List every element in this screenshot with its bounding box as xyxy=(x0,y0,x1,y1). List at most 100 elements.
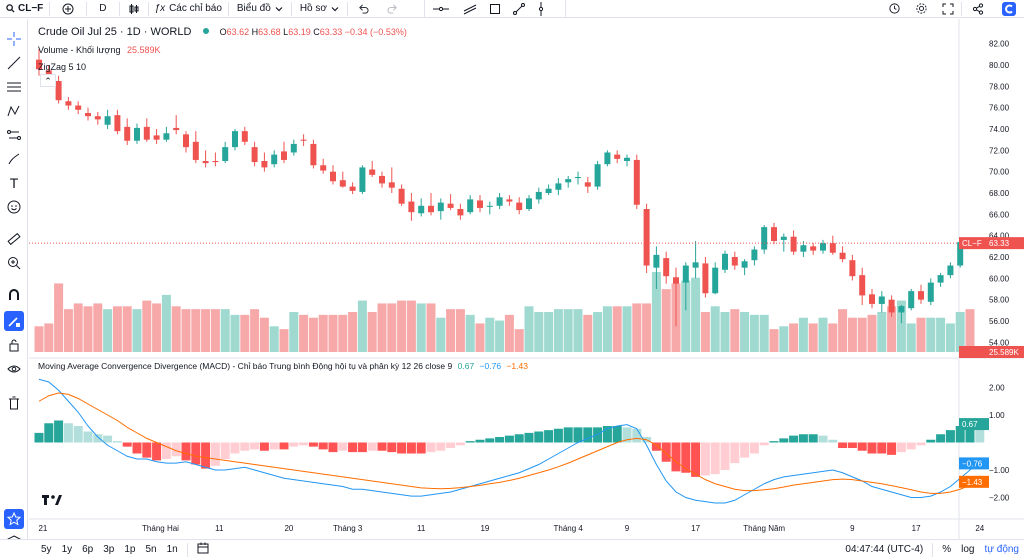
horizontal-line-icon xyxy=(433,6,449,11)
prediction-tool[interactable] xyxy=(4,125,24,145)
macd-histogram-bar xyxy=(318,442,328,450)
text-tool[interactable]: T xyxy=(4,173,24,193)
candle-body xyxy=(624,157,630,161)
symbol-search[interactable]: CL−F xyxy=(0,0,49,18)
macd-histogram-bar xyxy=(671,442,681,472)
zigzag-legend[interactable]: ZigZag 5 10 xyxy=(38,62,86,72)
tradingview-logo[interactable] xyxy=(41,493,63,509)
macd-legend[interactable]: Moving Average Convergence Divergence (M… xyxy=(38,361,528,371)
emoji-tool[interactable] xyxy=(4,197,24,217)
horizontal-line-tool[interactable] xyxy=(425,0,457,18)
fib-tool[interactable] xyxy=(4,77,24,97)
candle-body xyxy=(143,126,150,140)
macd-histogram-bar xyxy=(828,439,838,443)
share-button[interactable] xyxy=(962,0,994,18)
macd-histogram-bar xyxy=(818,435,828,443)
range-1y[interactable]: 1y xyxy=(61,544,73,555)
alert-clock-icon xyxy=(889,3,900,14)
visibility-tool[interactable] xyxy=(4,359,24,379)
candles-type-button[interactable] xyxy=(120,0,148,18)
volume-bar xyxy=(289,312,299,352)
vertical-line-tool[interactable] xyxy=(531,0,551,18)
ruler-tool[interactable] xyxy=(4,229,24,249)
fullscreen-button[interactable] xyxy=(935,0,961,18)
range-5d[interactable]: 5n xyxy=(145,544,157,555)
macd-histogram-bar xyxy=(201,442,211,469)
macd-histogram-bar xyxy=(308,442,318,447)
volume-bar xyxy=(44,323,54,352)
chart-type-menu[interactable]: Biểu đồ xyxy=(229,0,291,18)
candle-body xyxy=(722,253,728,270)
volume-bar xyxy=(269,326,279,352)
volume-bar xyxy=(348,312,358,352)
volume-bar xyxy=(700,312,710,352)
delete-tool[interactable] xyxy=(4,393,24,413)
undo-button[interactable] xyxy=(348,0,379,18)
draw-mode-tool[interactable] xyxy=(4,311,24,331)
volume-legend[interactable]: Volume - Khối lượng 25.589K xyxy=(38,45,161,55)
zoom-tool[interactable] xyxy=(4,253,24,273)
price-axis-label: 78.00 xyxy=(989,82,1010,91)
profile-menu[interactable]: Hồ sơ xyxy=(292,0,347,18)
candle-body xyxy=(339,180,346,187)
collapse-legend-button[interactable]: ⌃ xyxy=(40,74,56,87)
volume-bar xyxy=(887,306,897,352)
app-logo[interactable] xyxy=(994,0,1024,18)
range-1m[interactable]: 1p xyxy=(124,544,136,555)
volume-bar xyxy=(622,306,632,352)
pattern-tool[interactable] xyxy=(4,101,24,121)
candle-body xyxy=(614,154,621,159)
candle-body xyxy=(653,254,660,268)
candle-body xyxy=(281,151,287,160)
ruler-icon xyxy=(7,232,21,246)
volume-bars xyxy=(34,272,975,352)
magnet-tool[interactable] xyxy=(4,285,24,305)
clock-timezone[interactable]: 04:47:44 (UTC-4) xyxy=(845,544,924,555)
drawing-floating-toolbar xyxy=(424,0,566,18)
volume-bar xyxy=(563,309,573,352)
macd-histogram-bar xyxy=(887,442,897,455)
volume-bar xyxy=(279,329,289,352)
goto-date-button[interactable] xyxy=(192,542,214,557)
macd-histogram-bar xyxy=(769,441,779,443)
range-6m[interactable]: 6p xyxy=(82,544,94,555)
interval-button[interactable]: D xyxy=(99,3,107,14)
compare-button[interactable] xyxy=(50,0,86,18)
rectangle-tool[interactable] xyxy=(483,0,507,18)
candle-body xyxy=(584,182,591,187)
chart-canvas[interactable]: 82.00 80.00 78.00 76.00 74.00 72.00 70.00 68.00… xyxy=(29,19,1024,539)
percent-toggle[interactable]: % xyxy=(942,544,952,555)
volume-bar xyxy=(250,309,260,352)
alert-button[interactable] xyxy=(881,0,908,18)
candle-body xyxy=(379,175,385,184)
range-1d[interactable]: 1n xyxy=(166,544,178,555)
candle-body xyxy=(810,246,817,251)
trend-line-tool[interactable] xyxy=(507,0,531,18)
line-tool[interactable] xyxy=(4,53,24,73)
log-toggle[interactable]: log xyxy=(961,544,975,555)
lock-tool[interactable] xyxy=(4,335,24,355)
settings-button[interactable] xyxy=(908,0,935,18)
drawing-tools-sidebar: T xyxy=(0,19,28,546)
macd-histogram-bar xyxy=(406,442,416,454)
macd-histogram-bar xyxy=(338,442,348,451)
volume-bar xyxy=(338,314,348,352)
candle-body xyxy=(535,191,542,200)
range-3m[interactable]: 3p xyxy=(103,544,115,555)
watchlist-star[interactable] xyxy=(4,509,24,529)
brush-tool[interactable] xyxy=(4,149,24,169)
volume-bar xyxy=(769,329,779,352)
indicators-button[interactable]: ƒx Các chỉ báo xyxy=(149,0,228,18)
candle-body xyxy=(957,242,964,266)
volume-bar xyxy=(661,289,671,352)
price-axis-label: 54.00 xyxy=(989,338,1010,347)
volume-bar xyxy=(220,309,230,352)
crosshair-tool[interactable] xyxy=(4,29,24,49)
chart-area[interactable]: 82.00 80.00 78.00 76.00 74.00 72.00 70.00 68.00… xyxy=(29,19,1024,539)
chart-title[interactable]: Crude Oil Jul 25 · 1D · WORLD xyxy=(38,26,192,38)
redo-button[interactable] xyxy=(379,0,406,18)
time-axis-label: 9 xyxy=(625,524,630,533)
auto-toggle[interactable]: tự động xyxy=(984,544,1020,555)
range-5y[interactable]: 5y xyxy=(41,544,52,555)
parallel-channel-tool[interactable] xyxy=(457,0,483,18)
